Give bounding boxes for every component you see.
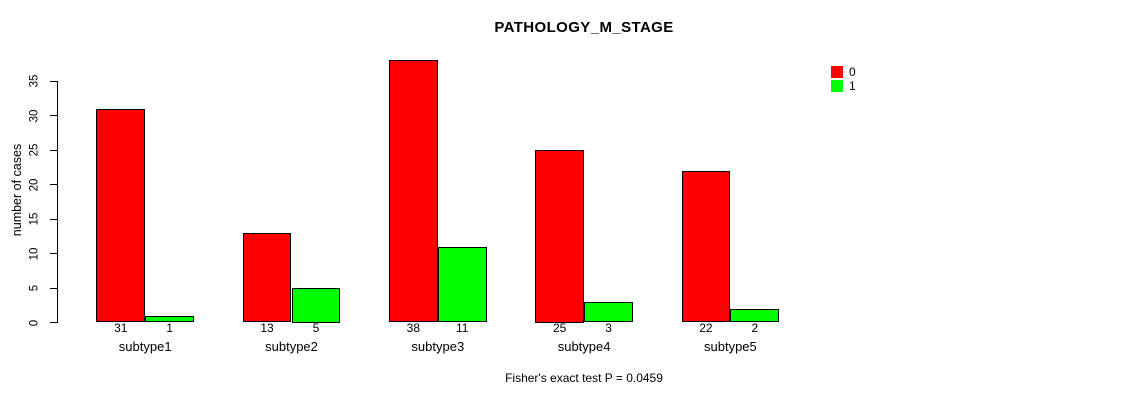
- bar-count-label: 25: [552, 321, 567, 335]
- bar-count-label: 2: [751, 321, 759, 335]
- legend-swatch-series-1: [831, 80, 843, 92]
- bar-subtype1-series-1: [145, 315, 195, 323]
- bar-count-label: 1: [166, 321, 173, 335]
- x-category-label: subtype3: [411, 339, 465, 354]
- bar-subtype4-series-1: [584, 301, 633, 323]
- legend-label: 0: [849, 65, 856, 79]
- bar-count-label: 13: [260, 321, 274, 335]
- bar-subtype4-series-0: [535, 150, 585, 323]
- bar-count-label: 3: [605, 321, 612, 335]
- x-category-label: subtype5: [704, 339, 757, 354]
- y-tick-label: 30: [28, 109, 41, 122]
- bar-subtype3-series-0: [388, 60, 438, 323]
- y-tick-label: 10: [28, 247, 41, 260]
- bar-subtype5-series-1: [730, 308, 780, 323]
- bar-count-label: 22: [699, 321, 713, 335]
- bar-subtype2-series-1: [291, 288, 341, 323]
- legend-entry: 1: [831, 80, 856, 92]
- y-axis-tick: [50, 287, 57, 289]
- y-axis-tick: [50, 184, 57, 185]
- y-tick-label: 25: [28, 143, 41, 157]
- bar-count-label: 11: [456, 321, 469, 335]
- legend-swatch-series-0: [831, 66, 843, 78]
- bar-count-label: 31: [114, 321, 128, 335]
- bar-subtype3-series-1: [437, 246, 487, 323]
- bar-count-label: 5: [312, 321, 320, 335]
- y-tick-label: 35: [28, 74, 41, 88]
- x-category-label: subtype4: [557, 339, 611, 354]
- bar-count-label: 38: [406, 321, 421, 335]
- bar-subtype5-series-0: [681, 170, 731, 323]
- y-axis-tick: [50, 322, 57, 323]
- chart-title: PATHOLOGY_M_STAGE: [494, 19, 674, 36]
- fisher-test-annotation: Fisher's exact test P = 0.0459: [505, 371, 663, 385]
- bar-subtype1-series-0: [96, 108, 146, 323]
- legend-entry: 0: [831, 66, 856, 78]
- x-category-label: subtype2: [265, 339, 318, 354]
- y-axis-tick: [50, 218, 57, 220]
- bar-subtype2-series-0: [242, 232, 292, 323]
- y-axis-line: [57, 81, 58, 323]
- y-tick-label: 20: [28, 178, 41, 191]
- y-axis-tick: [50, 149, 57, 151]
- y-axis-tick: [50, 253, 57, 254]
- legend-label: 1: [849, 79, 856, 93]
- y-axis-tick: [50, 80, 57, 82]
- y-tick-label: 15: [28, 212, 41, 226]
- y-tick-label: 0: [28, 319, 41, 326]
- x-category-label: subtype1: [118, 339, 172, 354]
- y-axis-tick: [50, 115, 57, 116]
- y-tick-label: 5: [28, 284, 41, 292]
